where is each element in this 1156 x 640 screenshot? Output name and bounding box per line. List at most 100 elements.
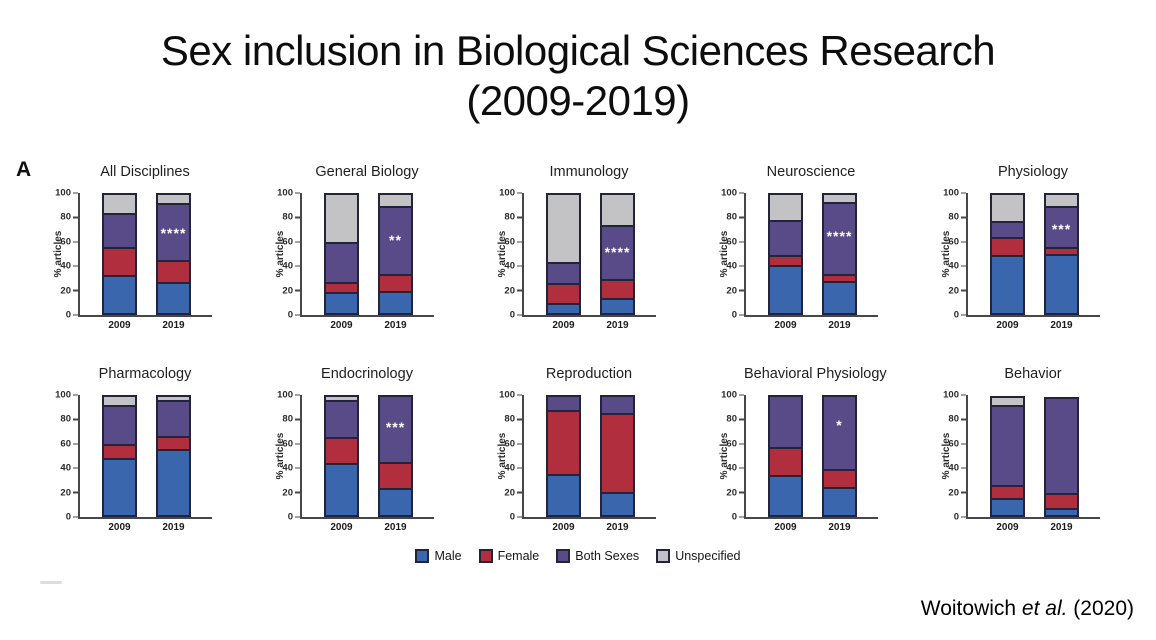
legend-item-male: Male: [415, 549, 462, 563]
segment-female: [824, 468, 855, 487]
y-axis-ticks: 100 80 60 40 20 0: [50, 390, 78, 523]
y-tick-mark: [73, 192, 78, 194]
y-tick-label: 20: [504, 285, 515, 297]
y-tick-mark: [73, 241, 78, 243]
bar-2019: [1044, 193, 1079, 315]
y-tick-mark: [73, 265, 78, 267]
y-tick-100: 100: [943, 390, 966, 401]
significance-stars: *: [836, 416, 843, 433]
x-tick-2009: 2009: [108, 320, 131, 331]
y-tick-label: 40: [948, 462, 959, 474]
y-tick-mark: [739, 241, 744, 243]
y-tick-40: 40: [60, 261, 78, 272]
segment-unspecified: [158, 397, 189, 401]
plot-area: ****: [78, 193, 212, 317]
segment-female: [602, 278, 633, 298]
bar-2009: [324, 395, 359, 517]
y-tick-label: 0: [953, 511, 959, 523]
y-tick-mark: [295, 491, 300, 494]
y-tick-80: 80: [60, 212, 78, 223]
y-tick-60: 60: [726, 236, 744, 247]
legend-item-both-sexes: Both Sexes: [556, 549, 639, 563]
y-axis-label: % articles: [478, 395, 508, 517]
x-tick-2009: 2009: [552, 522, 575, 533]
attribution-year: (2020): [1067, 597, 1134, 620]
y-axis-ticks: 100 80 60 40 20 0: [494, 188, 522, 321]
y-tick-label: 40: [504, 462, 515, 474]
charts-grid: All Disciplines% articles 100 80 60 40 20 0 ***…: [34, 162, 1144, 536]
y-tick-label: 60: [504, 438, 515, 450]
y-tick-40: 40: [726, 463, 744, 474]
y-axis-ticks: 100 80 60 40 20 0: [494, 390, 522, 523]
y-tick-40: 40: [504, 463, 522, 474]
plot-area: ****: [522, 193, 656, 317]
y-tick-100: 100: [943, 188, 966, 199]
y-tick-label: 60: [948, 236, 959, 248]
segment-male: [548, 303, 579, 314]
x-axis-line: [744, 315, 878, 317]
y-tick-mark: [295, 394, 300, 396]
bar-2009: [102, 193, 137, 315]
segment-male: [770, 475, 801, 515]
y-tick-mark: [73, 418, 78, 421]
x-axis-line: [744, 517, 878, 519]
x-tick-2019: 2019: [828, 522, 851, 533]
segment-unspecified: [548, 195, 579, 263]
y-tick-label: 20: [60, 487, 71, 499]
y-tick-label: 100: [277, 187, 293, 199]
y-axis-label: % articles: [922, 193, 952, 315]
y-axis-line: [300, 395, 302, 517]
y-tick-80: 80: [504, 414, 522, 425]
y-tick-mark: [295, 314, 300, 316]
y-tick-mark: [295, 516, 300, 518]
y-tick-100: 100: [277, 390, 300, 401]
y-tick-label: 80: [948, 211, 959, 223]
segment-both-sexes: [824, 397, 855, 469]
y-tick-20: 20: [726, 285, 744, 296]
y-tick-80: 80: [948, 212, 966, 223]
x-axis-labels: 2009 2019: [966, 522, 1100, 536]
y-tick-label: 40: [948, 260, 959, 272]
y-tick-label: 80: [282, 413, 293, 425]
significance-stars: ***: [385, 418, 406, 435]
y-tick-40: 40: [948, 261, 966, 272]
y-tick-label: 60: [726, 438, 737, 450]
y-tick-mark: [961, 289, 966, 292]
x-tick-2019: 2019: [1050, 522, 1073, 533]
plot-wrap: 100 80 60 40 20 0: [34, 390, 256, 523]
y-axis-label: % articles: [478, 193, 508, 315]
chart-title: All Disciplines: [100, 164, 190, 180]
bar-2019: [600, 395, 635, 517]
y-tick-label: 0: [65, 511, 71, 523]
y-tick-20: 20: [60, 487, 78, 498]
segment-both-sexes: [158, 202, 189, 260]
y-tick-label: 60: [504, 236, 515, 248]
y-tick-label: 100: [55, 389, 71, 401]
x-axis-line: [522, 517, 656, 519]
segment-unspecified: [104, 195, 135, 213]
x-tick-2009: 2009: [330, 320, 353, 331]
bar-2019: [600, 193, 635, 315]
y-axis-ticks: 100 80 60 40 20 0: [272, 390, 300, 523]
plot-wrap: % articles 100 80 60 40 20 0 ****: [700, 188, 922, 321]
y-tick-mark: [73, 216, 78, 219]
segment-female: [158, 259, 189, 282]
x-tick-2009: 2009: [108, 522, 131, 533]
segment-male: [104, 458, 135, 515]
y-tick-label: 20: [282, 285, 293, 297]
attribution: Woitowich et al. (2020): [921, 597, 1134, 621]
y-tick-80: 80: [282, 212, 300, 223]
y-tick-mark: [739, 265, 744, 267]
y-axis-line: [966, 193, 968, 315]
chart-title: Reproduction: [545, 366, 633, 382]
y-tick-mark: [295, 289, 300, 292]
y-tick-label: 20: [948, 487, 959, 499]
legend-swatch: [656, 549, 671, 563]
y-axis-label: % articles: [700, 395, 730, 517]
y-tick-20: 20: [282, 487, 300, 498]
x-tick-2019: 2019: [384, 522, 407, 533]
y-tick-0: 0: [954, 512, 966, 523]
y-tick-mark: [961, 192, 966, 194]
segment-female: [1046, 247, 1077, 254]
y-tick-mark: [961, 418, 966, 421]
